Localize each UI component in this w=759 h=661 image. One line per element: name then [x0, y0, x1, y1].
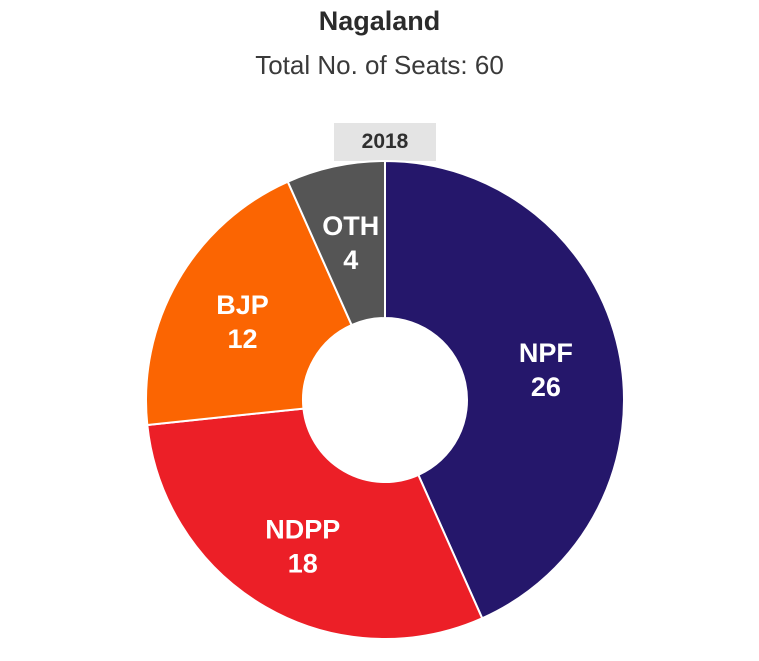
slice-ndpp	[146, 407, 484, 640]
slice-bjp	[145, 180, 353, 427]
slice-value-bjp: 12	[228, 324, 258, 354]
donut-slices	[145, 159, 625, 640]
slice-value-oth: 4	[343, 245, 358, 275]
slice-label-ndpp: NDPP	[265, 514, 340, 544]
slice-value-npf: 26	[531, 372, 561, 402]
year-badge: 2018	[334, 123, 436, 161]
slice-npf	[384, 159, 625, 620]
chart-title: Nagaland	[318, 6, 441, 36]
slice-label-npf: NPF	[519, 338, 573, 368]
slice-label-oth: OTH	[322, 211, 379, 241]
chart-subtitle: Total No. of Seats: 60	[255, 50, 504, 80]
donut-labels: NPF 26 NDPP 18 BJP 12 OTH 4	[216, 211, 573, 578]
slice-label-bjp: BJP	[216, 290, 269, 320]
slice-oth	[286, 159, 386, 327]
slice-value-ndpp: 18	[288, 548, 318, 578]
